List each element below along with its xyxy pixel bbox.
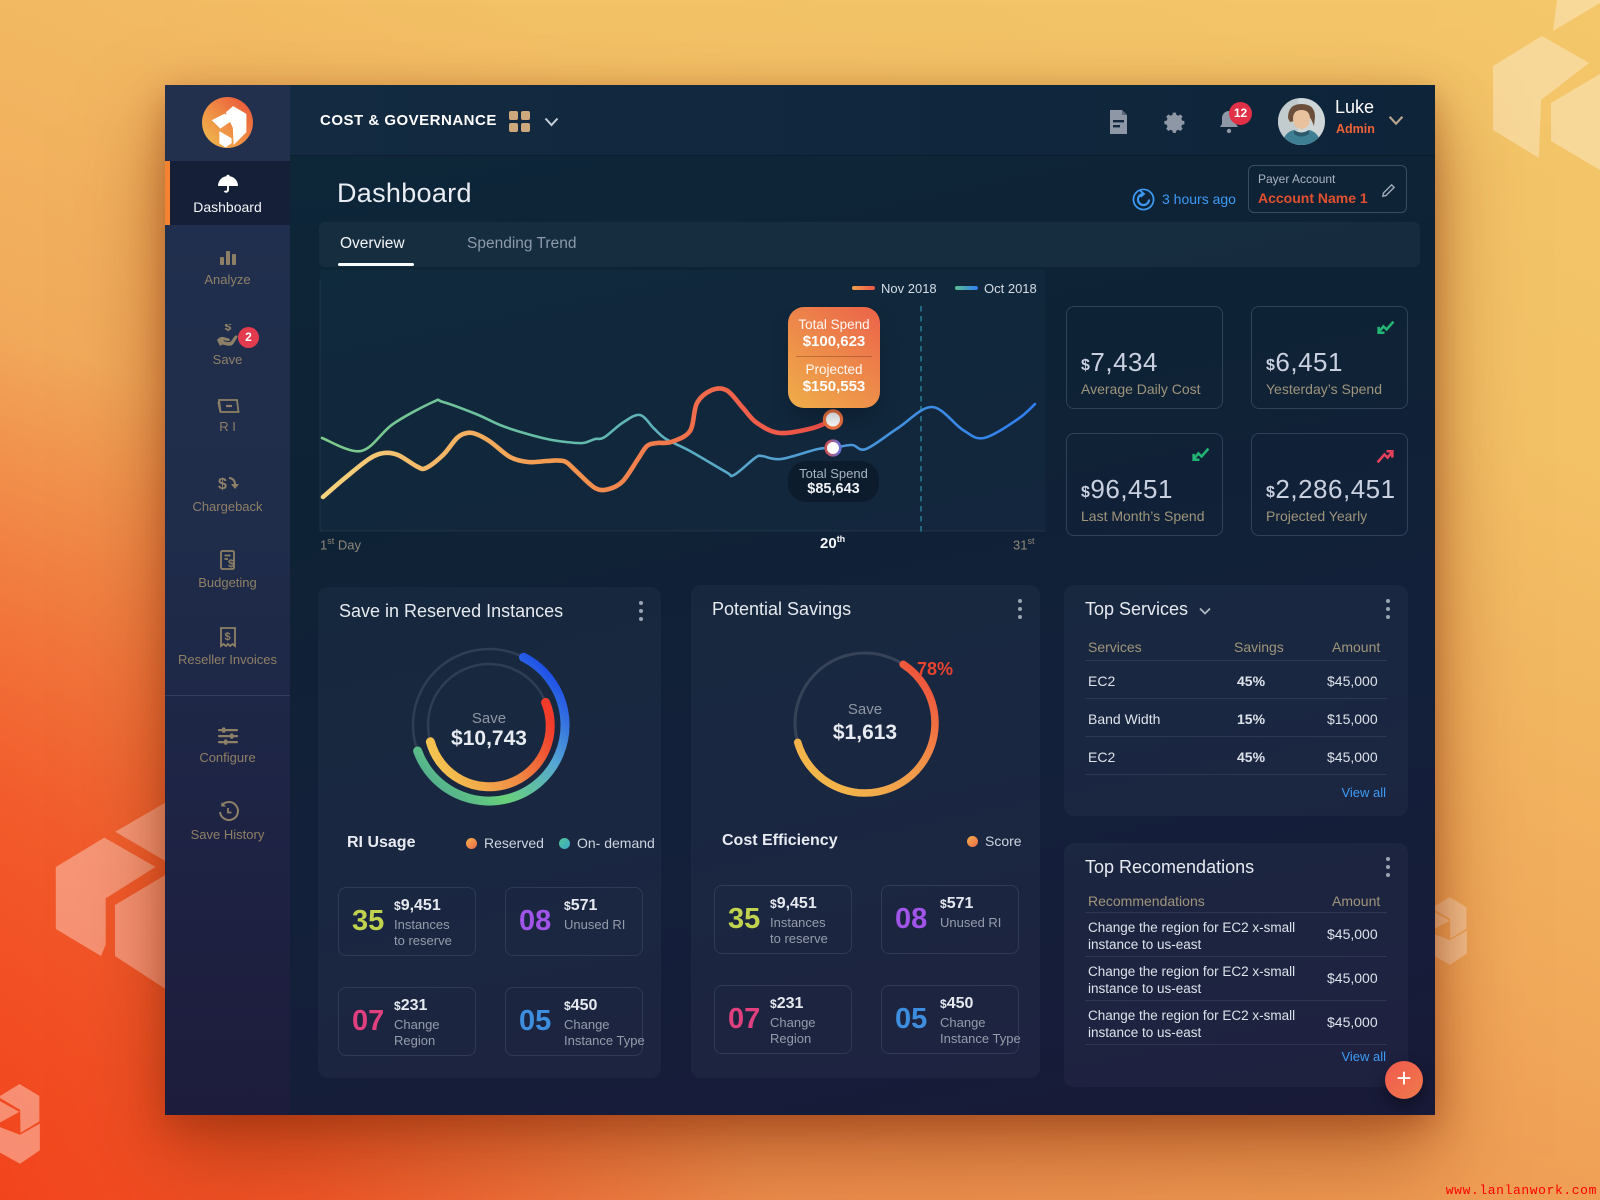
svg-text:$: $ <box>224 631 230 643</box>
svg-text:$: $ <box>228 558 234 570</box>
svg-text:$: $ <box>218 476 227 493</box>
